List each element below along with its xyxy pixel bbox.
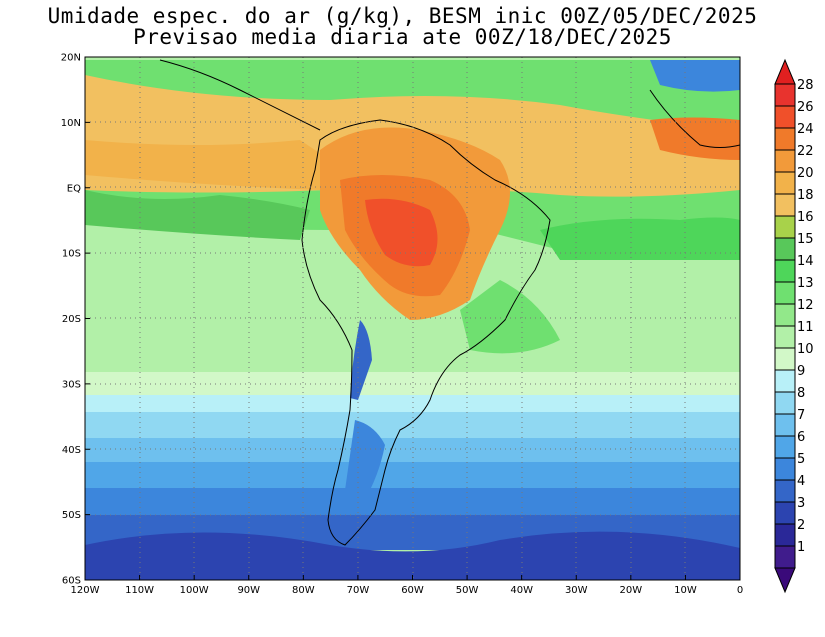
colorbar-label: 22 — [797, 144, 814, 159]
colorbar-swatch — [774, 391, 796, 415]
colorbar-swatch — [774, 105, 796, 129]
colorbar-label: 24 — [797, 122, 814, 137]
lon-tick-label: 60W — [401, 585, 424, 596]
field-band-15 — [85, 190, 310, 240]
lat-tick-label: 60S — [62, 576, 81, 587]
colorbar-label: 1 — [797, 540, 805, 555]
lon-tick-label: 110W — [125, 585, 154, 596]
colorbar-label: 26 — [797, 100, 814, 115]
colorbar-swatch — [774, 259, 796, 283]
field-sahara-dry — [650, 60, 740, 92]
south-america-coast — [301, 119, 551, 546]
colorbar-label: 20 — [797, 166, 814, 181]
colorbar-swatch — [774, 83, 796, 107]
lon-tick-label: 90W — [237, 585, 260, 596]
map-title-line-2: Previsao media diaria ate 00Z/18/DEC/202… — [133, 25, 672, 49]
colorbar-label: 8 — [797, 386, 805, 401]
lat-tick-label: 10N — [61, 118, 81, 129]
colorbar-swatch — [774, 127, 796, 151]
field-band-10 — [85, 372, 740, 397]
colorbar-swatch — [774, 347, 796, 371]
colorbar-label: 9 — [797, 364, 805, 379]
colorbar-swatch — [774, 413, 796, 437]
lat-tick-label: EQ — [67, 183, 81, 194]
lon-tick-label: 40W — [510, 585, 533, 596]
africa-coast — [649, 89, 740, 148]
colorbar-swatch — [774, 501, 796, 525]
lat-tick-label: 10S — [62, 249, 81, 260]
field-band-14-atlantic — [540, 217, 740, 260]
lon-tick-label: 50W — [456, 585, 479, 596]
coastlines — [159, 59, 740, 546]
colorbar-label: 28 — [797, 78, 814, 93]
map-title-line-1: Umidade espec. do ar (g/kg), BESM inic 0… — [47, 4, 758, 28]
colorbar: 28 26 24 22 20 18 16 15 14 13 12 11 10 9 8 7 6 5 4 3 2 1 — [774, 58, 814, 594]
colorbar-label: 7 — [797, 408, 805, 423]
lat-tick-label: 30S — [62, 379, 81, 390]
colorbar-swatch — [774, 523, 796, 547]
colorbar-label: 4 — [797, 474, 805, 489]
colorbar-swatch — [774, 215, 796, 239]
colorbar-label: 6 — [797, 430, 805, 445]
colorbar-swatch — [774, 435, 796, 459]
field-band-20-ocean — [85, 140, 330, 190]
colorbar-swatch — [774, 303, 796, 327]
colorbar-label: 14 — [797, 254, 814, 269]
colorbar-label: 11 — [797, 320, 814, 335]
grid-lines — [85, 57, 740, 580]
colorbar-label: 18 — [797, 188, 814, 203]
colorbar-label: 3 — [797, 496, 805, 511]
colorbar-swatch — [774, 457, 796, 481]
lat-tick-label: 20S — [62, 314, 81, 325]
lon-tick-label: 120W — [71, 585, 100, 596]
longitude-axis: 120W 110W 100W 90W 80W 70W 60W 50W 40W 30W 20W 10W 0 — [71, 575, 743, 596]
colorbar-top-arrow — [774, 58, 796, 85]
field-band-26 — [365, 198, 438, 267]
field-band-24-africa — [650, 117, 740, 160]
lon-tick-label: 80W — [292, 585, 315, 596]
lat-tick-label: 40S — [62, 445, 81, 456]
colorbar-label: 2 — [797, 518, 805, 533]
field-band-13-se-atlantic — [460, 280, 560, 354]
central-america-coast — [159, 59, 321, 131]
lon-tick-label: 100W — [180, 585, 209, 596]
colorbar-swatch — [774, 479, 796, 503]
colorbar-bottom-arrow — [774, 567, 796, 594]
colorbar-label: 12 — [797, 298, 814, 313]
lon-tick-label: 10W — [674, 585, 697, 596]
field-band-9 — [85, 395, 740, 417]
field-andes-dry — [350, 320, 372, 400]
lon-tick-label: 0 — [737, 585, 743, 596]
colorbar-swatch — [774, 171, 796, 195]
lat-tick-label: 20N — [61, 53, 81, 64]
colorbar-label: 16 — [797, 210, 814, 225]
field-patagonia-dry — [345, 420, 385, 490]
colorbar-swatch — [774, 545, 796, 569]
colorbar-label: 13 — [797, 276, 814, 291]
lat-tick-label: 50S — [62, 510, 81, 521]
colorbar-label: 15 — [797, 232, 814, 247]
colorbar-swatch — [774, 193, 796, 217]
lon-tick-label: 30W — [565, 585, 588, 596]
lon-tick-label: 70W — [347, 585, 370, 596]
colorbar-label: 5 — [797, 452, 805, 467]
colorbar-swatch — [774, 237, 796, 261]
colorbar-swatch — [774, 281, 796, 305]
colorbar-swatch — [774, 325, 796, 349]
colorbar-swatch — [774, 149, 796, 173]
humidity-field — [85, 57, 740, 580]
colorbar-swatch — [774, 369, 796, 393]
latitude-axis: 20N 10N EQ 10S 20S 30S 40S 50S 60S — [61, 53, 90, 587]
lon-tick-label: 20W — [620, 585, 643, 596]
colorbar-label: 10 — [797, 342, 814, 357]
